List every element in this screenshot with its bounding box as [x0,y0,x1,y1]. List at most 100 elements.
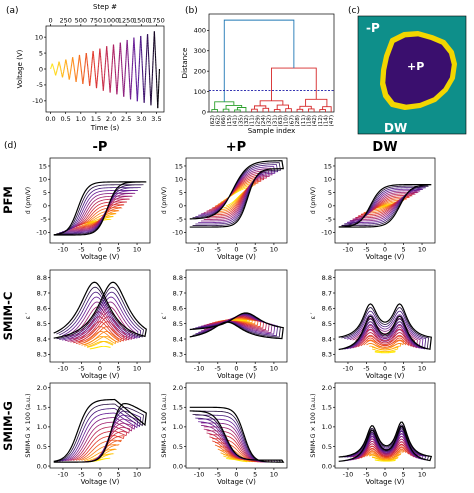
leaf-label: (62) [210,115,216,126]
x-tick-label: 5 [253,246,257,254]
x-tick-label: -10 [194,365,205,373]
leaf-label: (24) [261,115,267,126]
x-tick-label: -5 [215,471,221,479]
panel-a-label: (a) [6,6,19,16]
domain-region [385,36,452,105]
dendrogram-link [322,106,332,112]
hysteresis-loop [81,331,119,346]
dendrogram-link [251,108,258,112]
x-tick-label: 0 [98,246,102,254]
hysteresis-loop [346,314,424,350]
y-tick-label: 8.3 [37,351,47,359]
x-tick-label: 5 [401,365,405,373]
dendrogram-link [259,100,284,106]
hysteresis-loop [349,317,421,349]
y-tick-label: 15 [39,162,47,170]
dendrogram-link [222,108,230,112]
x-tick-label: 5 [116,365,120,373]
x-tick-label: 0 [234,246,238,254]
y-tick-label: 0 [328,202,332,210]
leaf-label: (66) [221,115,227,126]
y-tick-label: 10 [324,176,332,184]
y-tick-label: 10 [35,33,43,41]
y-axis-title: d (pm/V) [310,187,317,214]
leaf-label: (10) [284,115,290,126]
hysteresis-loop [59,187,141,234]
top-tick-label: 1000 [103,17,120,25]
hysteresis-loop [341,185,429,226]
subplot: -10 -5 0 5 10 Voltage (V) 2.0 1.5 1.0 0.5 0.0 SMIM-… [310,382,436,486]
y-tick-label: 2.0 [322,384,332,392]
hysteresis-loop [374,350,396,354]
y-axis-title: SMIM-G × 100 (a.u.) [25,393,32,457]
x-tick-label: -5 [78,365,84,373]
panel-c: (c) -P +P DW [348,6,467,135]
y-tick-label: -10 [32,97,43,105]
y-tick-label: 0 [43,202,47,210]
x-tick-label: -5 [363,365,369,373]
leaf-label: (28) [295,115,301,126]
leaf-label: (18) [306,115,312,126]
leaf-label: (42) [312,115,318,126]
y-tick-label: 0.0 [37,462,47,470]
y-tick-label: 5 [39,49,43,57]
x-tick-label: 0 [383,471,387,479]
hysteresis-loop [75,204,125,228]
dendrogram-link [211,109,218,112]
x-tick-label: 10 [418,365,426,373]
hysteresis-loop [347,188,424,223]
y-tick-label: 200 [194,67,206,75]
hysteresis-loop [226,458,248,463]
x-axis-title: Voltage (V) [366,372,405,380]
row-header: SMIM-G [1,401,15,451]
y-tick-label: 400 [194,27,206,35]
label-plus-p: +P [407,60,424,73]
x-tick-label: 3.5 [151,115,161,123]
y-tick-label: 8.3 [322,351,332,359]
x-tick-label: 0 [383,365,387,373]
top-tick-label: 1250 [118,17,135,25]
y-tick-label: 1.0 [322,423,332,431]
y-tick-label: 8.4 [37,335,47,343]
x-tick-label: 5 [253,365,257,373]
y-tick-label: 0 [39,65,43,73]
dendrogram-link [305,98,328,107]
y-tick-label: 8.4 [173,335,183,343]
subplot: -10 -5 0 5 10 Voltage (V) 8.8 8.7 8.6 8.5 8.4 8.3 ε … [310,269,436,380]
hysteresis-loop [352,191,419,220]
x-tick-label: -5 [363,246,369,254]
x-tick-label: -10 [343,471,354,479]
subplot: -10 -5 0 5 10 Voltage (V) 15 10 5 0 -5 -10 d (pm/V) [25,157,151,261]
y-axis-title: Voltage (V) [16,49,24,88]
x-tick-label: -10 [58,471,69,479]
leaf-label: (14) [323,115,329,126]
y-tick-label: 5 [328,189,332,197]
hysteresis-loop [338,303,432,351]
subplot-frame [49,269,151,363]
x-axis-title: Voltage (V) [217,253,256,261]
y-tick-label: 15 [324,162,332,170]
y-tick-label: 1.0 [37,423,47,431]
y-tick-label: 0.0 [173,462,183,470]
dendrogram-link [319,109,326,112]
hysteresis-loop [338,183,432,228]
hysteresis-loop [78,207,123,227]
x-tick-label: -10 [58,365,69,373]
dendrogram-link [307,108,315,112]
panel-a: (a) 0.0 0.5 1.0 1.5 2.0 2.5 3.0 3.5 10 5 0 -5 -10 0 250… [6,3,165,132]
y-tick-label: 8.8 [37,274,47,282]
label-dw: DW [384,121,407,135]
y-tick-label: 8.5 [322,320,332,328]
hysteresis-loop [358,194,413,217]
x-tick-label: 10 [270,471,278,479]
top-tick-label: 0 [48,17,52,25]
x-tick-label: 0.0 [45,115,55,123]
x-tick-label: 5 [253,471,257,479]
leaf-label: (29) [255,115,261,126]
hysteresis-loop [84,212,117,225]
y-tick-label: 8.5 [173,320,183,328]
y-tick-label: 1.5 [322,404,332,412]
hysteresis-loop [73,201,127,229]
top-axis-title: Step # [93,3,117,11]
